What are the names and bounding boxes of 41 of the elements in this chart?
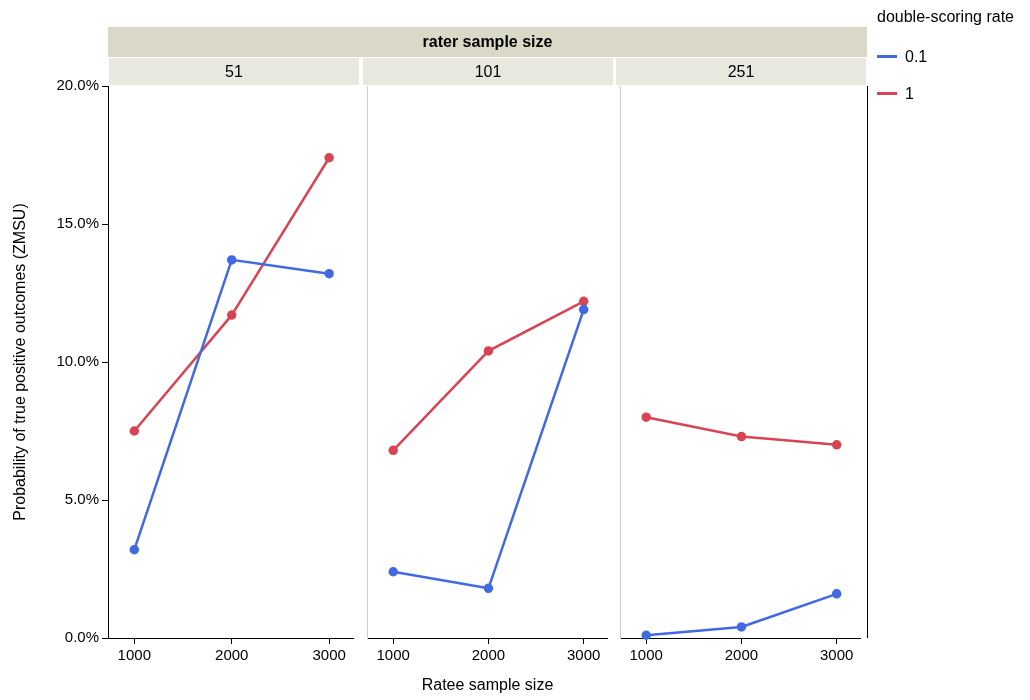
point — [324, 153, 334, 163]
point — [324, 268, 334, 279]
point — [641, 412, 651, 422]
y-tick-label: 20.0% — [56, 76, 99, 94]
point — [831, 440, 842, 450]
y-tick-label: 0.0% — [64, 628, 99, 646]
y-tick-label: 10.0% — [56, 352, 99, 370]
x-tick-label: 3000 — [567, 646, 601, 664]
x-tick-label: 2000 — [215, 646, 249, 664]
x-tick-label: 3000 — [312, 646, 346, 664]
chart-title: 101 — [363, 58, 613, 85]
legend-label: 1 — [905, 84, 914, 103]
x-tick-label: 1000 — [629, 646, 663, 664]
point — [578, 296, 589, 307]
point — [483, 583, 494, 594]
point — [129, 426, 140, 436]
point — [129, 544, 140, 555]
point — [226, 255, 237, 265]
legend-label: 0.1 — [905, 47, 928, 66]
point — [388, 567, 398, 577]
point — [578, 304, 589, 315]
x-tick-label: 1000 — [117, 646, 151, 664]
y-axis-title: Probability of true positive outcomes (ZMSU) — [11, 203, 29, 521]
point — [388, 445, 398, 456]
y-tick-label: 15.0% — [56, 214, 99, 232]
x-tick-label: 2000 — [471, 646, 506, 664]
point — [641, 630, 651, 640]
point — [831, 589, 842, 599]
legend-title: double-scoring rate — [877, 8, 1014, 26]
chart-title: 251 — [616, 58, 866, 85]
chart-title: 51 — [109, 58, 359, 85]
point — [736, 431, 747, 442]
x-axis-title: Ratee sample size — [420, 676, 555, 694]
chart-subtitle: rater sample size — [108, 27, 867, 57]
y-tick-label: 5.0% — [64, 490, 99, 508]
x-tick-label: 3000 — [820, 646, 854, 664]
x-tick-label: 1000 — [376, 646, 410, 664]
point — [226, 310, 237, 320]
point — [483, 346, 494, 356]
x-tick-label: 2000 — [724, 646, 759, 664]
point — [736, 622, 747, 632]
